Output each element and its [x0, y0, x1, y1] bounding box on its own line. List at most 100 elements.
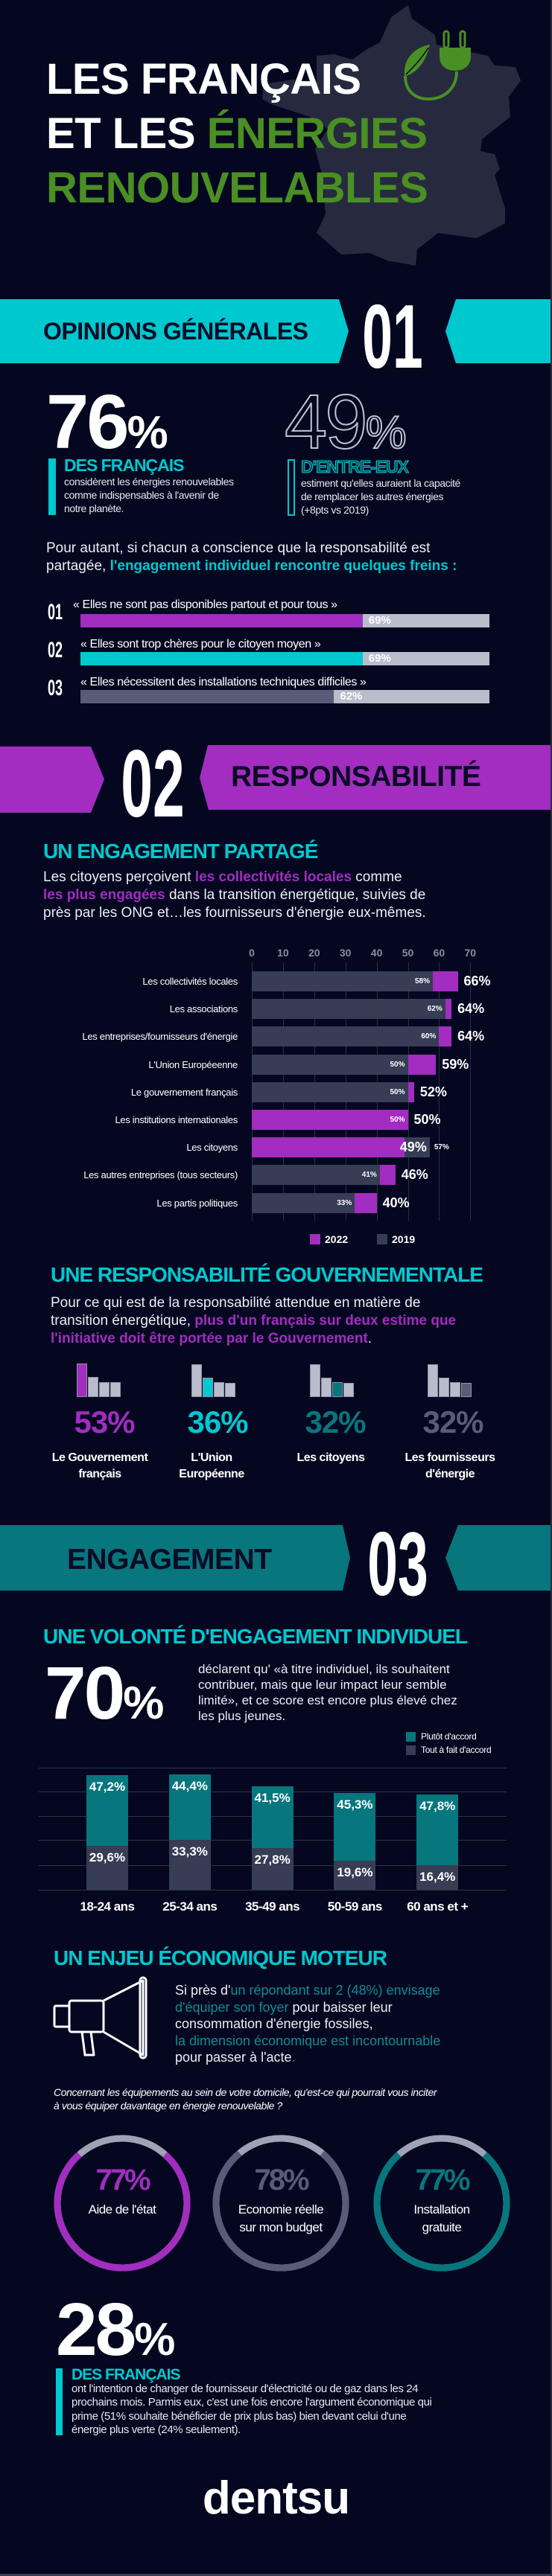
label-line: d'énergie: [425, 1468, 475, 1480]
legend-swatch-2019: [377, 1234, 387, 1244]
text-line: près par les ONG et…les fournisseurs d'é…: [43, 905, 426, 921]
bar-segment-plutot: [168, 1774, 211, 1841]
stat-heading: DES FRANÇAIS: [64, 456, 185, 475]
frein-progress-fill: [80, 614, 363, 627]
bar-segment-tout-a-fait: [168, 1840, 211, 1890]
text-line: énergie plus verte (24% seulement).: [72, 2423, 241, 2436]
row-label: Les associations: [169, 1003, 238, 1015]
value-label-2022: 52%: [419, 1084, 447, 1099]
heading-engagement-partage: UN ENGAGEMENT PARTAGÉ: [43, 840, 318, 863]
government-stat-value: 36%: [187, 1404, 248, 1439]
x-tick-label: 60: [433, 947, 445, 959]
frein-number: 01: [48, 600, 63, 624]
stat-28-percent: 28%: [56, 2292, 175, 2367]
value-label-2019: 50%: [390, 1060, 405, 1069]
x-tick-label: 40: [370, 947, 383, 959]
bottom-border: [0, 2574, 552, 2576]
legend-swatch-2022: [310, 1234, 320, 1244]
label-line: français: [78, 1468, 121, 1480]
label-line: Installation: [413, 2202, 470, 2217]
government-stat-label: Les fournisseurs d'énergie: [390, 1450, 510, 1483]
segment-label: 19,6%: [337, 1864, 373, 1879]
text: :: [448, 557, 457, 574]
section-number-03: 03: [367, 1513, 428, 1614]
row-label: Les collectivités locales: [142, 976, 238, 987]
government-stat-value: 32%: [422, 1404, 483, 1439]
label-line: Les fournisseurs: [405, 1451, 495, 1464]
frein-quote: « Elles ne sont pas disponibles partout …: [73, 598, 337, 611]
x-tick-label: 20: [308, 947, 320, 959]
row-label: Le gouvernement français: [130, 1086, 238, 1098]
segment-label: 45,3%: [337, 1797, 373, 1812]
incentive-label: Installation gratuite: [367, 2201, 516, 2237]
highlight: plus d'un français sur deux estime que: [194, 1313, 457, 1329]
value-label-2022: 49%: [399, 1140, 427, 1155]
bar-segment-tout-a-fait: [416, 1865, 459, 1890]
survey-question: Concernant les équipements au sein de vo…: [54, 2086, 437, 2112]
label-line: Européenne: [179, 1468, 244, 1480]
stat-description: ont l'intention de changer de fournisseu…: [72, 2382, 432, 2437]
x-tick-label: 10: [277, 947, 289, 959]
segment-label: 47,2%: [89, 1780, 126, 1794]
mini-bar: [428, 1364, 438, 1397]
text-line: Pour ce qui est de la responsabilité att…: [51, 1295, 421, 1311]
text: pour passer à l'acte: [175, 2050, 292, 2065]
frein-progress-fill: [80, 652, 363, 665]
highlight: d'équiper son foyer: [175, 1999, 289, 2015]
text-line: comme indispensables à l'avenir de: [64, 489, 219, 501]
x-tick-label: 30: [339, 947, 352, 959]
frein-progress-bar: 69%: [80, 652, 489, 665]
value-label-2019: 33%: [337, 1198, 352, 1207]
engagement-bar-chart: 0 10 20 30 40 50 60 70 Les collectivités locales…: [0, 938, 552, 1250]
text-line: à vous équiper davantage en énergie reno…: [54, 2100, 282, 2112]
label-line: L'Union: [191, 1451, 232, 1464]
x-category-label: 50-59 ans: [327, 1899, 383, 1914]
mini-bar: [439, 1378, 449, 1397]
bar-segment-plutot: [416, 1794, 459, 1866]
value-label-2019: 62%: [427, 1005, 442, 1014]
bar-segment-plutot: [251, 1786, 294, 1849]
x-category-label: 18-24 ans: [80, 1899, 136, 1914]
incentive-percent: 77%: [95, 2164, 150, 2196]
title-line-2: ET LES ÉNERGIES: [46, 106, 428, 161]
segment-label: 47,8%: [419, 1798, 456, 1813]
text-line: transition énergétique, plus d'un frança…: [51, 1312, 456, 1330]
frein-progress-bar: 69%: [80, 614, 489, 627]
mini-bar: [343, 1383, 354, 1397]
section-number-02: 02: [121, 731, 185, 837]
text: Les citoyens perçoivent: [43, 869, 195, 885]
section-number-01: 01: [362, 286, 423, 387]
stat-description: estiment qu'elles auraient la capacité d…: [301, 476, 460, 517]
mini-bar: [110, 1382, 121, 1397]
responsabilite-paragraph: Les citoyens perçoivent les collectivité…: [43, 869, 426, 922]
heading-responsabilite-gouvernementale: UNE RESPONSABILITÉ GOUVERNEMENTALE: [51, 1263, 483, 1286]
bar-2019: [252, 1081, 408, 1102]
leaf-plug-icon: [404, 30, 471, 101]
incentive-label: Aide de l'état: [48, 2201, 197, 2219]
mini-bar: [214, 1382, 224, 1397]
title-text: ET LES: [46, 109, 207, 158]
bar-2019: [252, 1165, 380, 1186]
label-line: gratuite: [422, 2220, 462, 2234]
text-line: Pour autant, si chacun a conscience que …: [46, 540, 431, 556]
text-line: déclarent qu' «à titre individuel, ils s…: [198, 1662, 450, 1676]
incentive-percent: 77%: [415, 2164, 470, 2196]
right-border: [551, 0, 552, 2576]
heading-volonte-engagement: UNE VOLONTÉ D'ENGAGEMENT INDIVIDUEL: [43, 1625, 468, 1648]
row-label: L'Union Européeenne: [148, 1058, 238, 1070]
incentive-label: Economie réelle sur mon budget: [206, 2201, 355, 2237]
bar-2019: [252, 1192, 355, 1213]
engagement-description: déclarent qu' «à titre individuel, ils s…: [198, 1661, 457, 1724]
dentsu-logo: dentsu: [202, 2473, 350, 2524]
text-line: limité», et ce score est encore plus éle…: [198, 1693, 457, 1707]
highlight: la dimension économique est incontournab…: [175, 2033, 441, 2048]
value-label-2022: 46%: [401, 1167, 428, 1183]
section-band-03: [0, 1525, 552, 1591]
section-title-opinions: OPINIONS GÉNÉRALES: [43, 318, 308, 345]
progress-ring: [373, 2135, 510, 2272]
progress-ring: [54, 2135, 191, 2272]
bar-2019: [252, 1054, 408, 1075]
segment-label: 16,4%: [419, 1870, 456, 1885]
text: pour baisser leur: [288, 1999, 393, 2015]
section-band-02: [0, 745, 552, 813]
